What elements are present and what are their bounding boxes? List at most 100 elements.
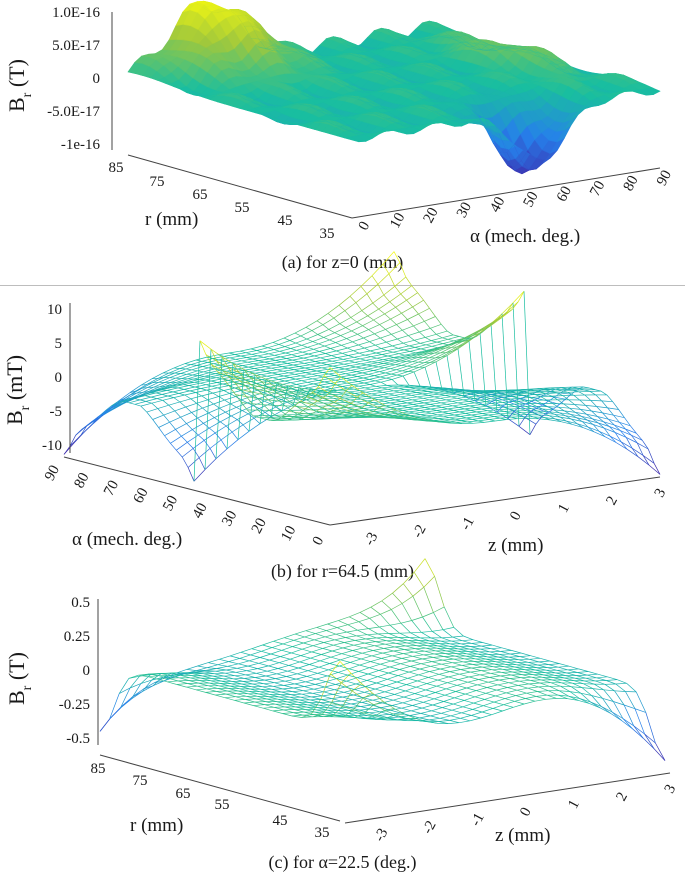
- mesh-line: [578, 76, 587, 78]
- mesh-line: [538, 77, 546, 82]
- mesh-line: [582, 85, 590, 88]
- mesh-line: [391, 50, 400, 53]
- mesh-line: [168, 368, 181, 374]
- mesh-line: [256, 63, 264, 72]
- mesh-line: [434, 93, 442, 96]
- mesh-line: [288, 104, 297, 106]
- mesh-line: [356, 132, 365, 134]
- mesh-line: [436, 330, 448, 335]
- mesh-line: [353, 114, 362, 117]
- mesh-line: [186, 78, 194, 87]
- mesh-line: [402, 106, 411, 112]
- mesh-line: [498, 106, 506, 113]
- mesh-line: [333, 38, 341, 41]
- mesh-line: [432, 80, 441, 82]
- mesh-line: [273, 380, 285, 384]
- mesh-line: [425, 117, 433, 121]
- mesh-line: [420, 340, 432, 344]
- mesh-line: [234, 41, 242, 50]
- mesh-line: [291, 351, 303, 356]
- mesh-line: [559, 74, 568, 78]
- mesh-line: [516, 146, 524, 151]
- mesh-line: [352, 337, 364, 343]
- mesh-line: [462, 40, 471, 42]
- mesh-line: [457, 70, 466, 73]
- mesh-line: [249, 69, 257, 76]
- mesh-line: [385, 324, 397, 330]
- mesh-line: [197, 4, 205, 13]
- mesh-line: [397, 335, 409, 340]
- mesh-line: [481, 76, 489, 78]
- mesh-line: [534, 120, 542, 123]
- mesh-line: [412, 299, 424, 308]
- mesh-line: [565, 65, 573, 69]
- mesh-line: [488, 50, 497, 51]
- mesh-line: [557, 57, 566, 63]
- mesh-line: [473, 46, 482, 50]
- mesh-line: [343, 361, 355, 365]
- mesh-line: [377, 119, 385, 126]
- mesh-line: [200, 67, 208, 73]
- mesh-line: [382, 41, 391, 44]
- mesh-line: [255, 39, 263, 45]
- mesh-line: [541, 57, 550, 64]
- mesh-line: [562, 111, 570, 113]
- mesh-line: [396, 111, 404, 117]
- mesh-line: [392, 385, 404, 388]
- mesh-line: [537, 64, 545, 69]
- mesh-line: [174, 406, 186, 412]
- mesh-line: [199, 53, 208, 59]
- mesh-line: [297, 110, 305, 120]
- mesh-line: [396, 123, 405, 127]
- mesh-line: [372, 133, 380, 139]
- mesh-line: [350, 129, 358, 131]
- mesh-line: [251, 92, 259, 99]
- mesh-line: [325, 384, 337, 388]
- mesh-line: [285, 349, 297, 354]
- mesh-line: [170, 55, 178, 58]
- mesh-line: [378, 131, 386, 133]
- mesh-line: [229, 390, 241, 394]
- mesh-line: [277, 73, 285, 76]
- mesh-line: [406, 88, 414, 95]
- mesh-line: [325, 73, 333, 75]
- mesh-line: [399, 132, 407, 135]
- mesh-line: [496, 74, 504, 80]
- mesh-line: [536, 159, 544, 170]
- mesh-line: [311, 67, 319, 72]
- mesh-line: [360, 37, 368, 45]
- mesh-line: [408, 331, 420, 336]
- mesh-line: [331, 67, 339, 74]
- mesh-line: [533, 48, 542, 54]
- mesh-line: [300, 45, 308, 52]
- mesh-line: [454, 81, 462, 87]
- mesh-line: [413, 366, 426, 373]
- mesh-line: [307, 380, 319, 383]
- mesh-line: [362, 47, 370, 50]
- mesh-line: [539, 88, 547, 96]
- mesh-line: [239, 103, 247, 109]
- mesh-line: [283, 121, 292, 125]
- mesh-line: [418, 41, 426, 47]
- mesh-line: [600, 73, 608, 75]
- mesh-line: [392, 128, 400, 131]
- x-tick-label: 35: [320, 226, 335, 242]
- mesh-line: [319, 38, 327, 46]
- mesh-line: [180, 369, 192, 374]
- mesh-line: [260, 102, 269, 107]
- mesh-line: [192, 440, 205, 449]
- mesh-line: [584, 105, 592, 107]
- mesh-line: [550, 53, 559, 58]
- mesh-line: [333, 368, 345, 372]
- mesh-line: [426, 51, 434, 56]
- mesh-line: [354, 44, 363, 49]
- mesh-line: [431, 343, 443, 347]
- tick-label: 60: [554, 184, 575, 205]
- mesh-line: [245, 350, 257, 354]
- mesh-line: [503, 46, 512, 49]
- mesh-line: [611, 93, 620, 100]
- mesh-line: [340, 374, 352, 378]
- mesh-line: [415, 101, 423, 107]
- mesh-line: [301, 341, 313, 346]
- mesh-line: [336, 56, 344, 58]
